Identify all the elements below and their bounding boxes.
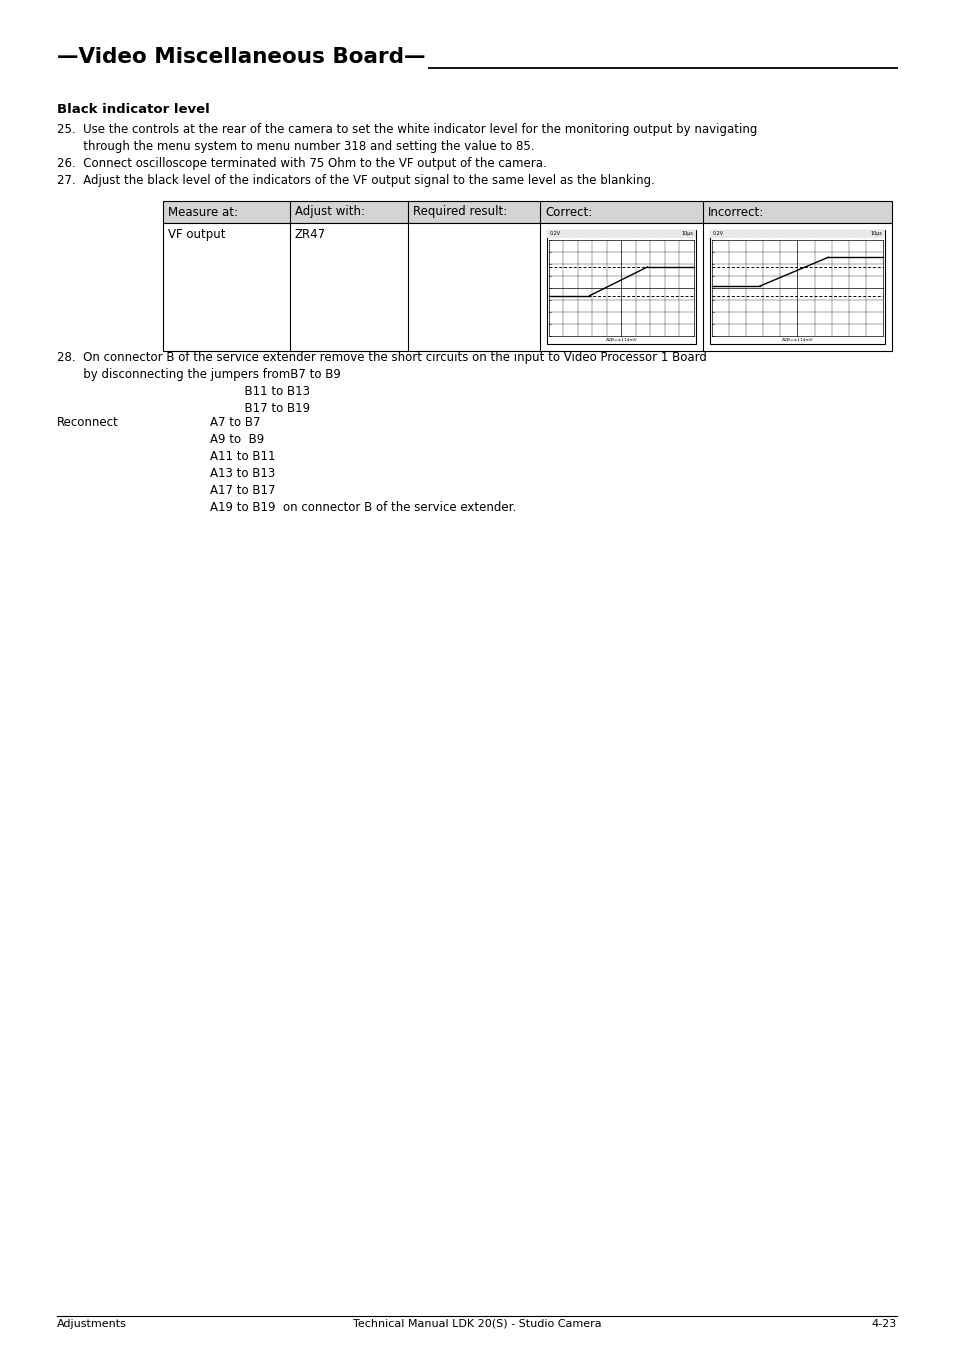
Text: Measure at:: Measure at:: [168, 205, 237, 219]
Text: —Video Miscellaneous Board—: —Video Miscellaneous Board—: [57, 47, 425, 68]
Bar: [548, 240, 693, 336]
Text: ΔVB=±114mV: ΔVB=±114mV: [605, 338, 637, 342]
Text: ΔVB=±114mV: ΔVB=±114mV: [781, 338, 813, 342]
Bar: [163, 201, 891, 223]
Text: B11 to B13: B11 to B13: [57, 385, 310, 399]
Text: by disconnecting the jumpers from​B7 to B9: by disconnecting the jumpers from​B7 to …: [57, 367, 340, 381]
Bar: [709, 230, 884, 238]
Text: A7 to B7: A7 to B7: [210, 416, 260, 430]
Text: VF output: VF output: [168, 228, 225, 240]
Text: Correct:: Correct:: [544, 205, 592, 219]
Text: 4-23: 4-23: [871, 1319, 896, 1329]
Text: A13 to B13: A13 to B13: [210, 467, 275, 480]
Text: 27.  Adjust the black level of the indicators of the VF output signal to the sam: 27. Adjust the black level of the indica…: [57, 174, 654, 186]
Text: Incorrect:: Incorrect:: [707, 205, 763, 219]
Text: 25.  Use the controls at the rear of the camera to set the white indicator level: 25. Use the controls at the rear of the …: [57, 123, 757, 136]
Text: 28.  On connector B of the service extender remove the short circuits on the inp: 28. On connector B of the service extend…: [57, 351, 706, 363]
Text: Required result:: Required result:: [413, 205, 507, 219]
Text: 10μs: 10μs: [869, 231, 882, 236]
Text: Reconnect: Reconnect: [57, 416, 118, 430]
Text: A19 to B19  on connector B of the service extender.: A19 to B19 on connector B of the service…: [210, 501, 516, 513]
Text: 26.  Connect oscilloscope terminated with 75 Ohm to the VF output of the camera.: 26. Connect oscilloscope terminated with…: [57, 157, 546, 170]
Text: A9 to  B9: A9 to B9: [210, 434, 264, 446]
Text: 10μs: 10μs: [680, 231, 692, 236]
Text: 0.2V: 0.2V: [550, 231, 560, 236]
Text: Adjust with:: Adjust with:: [294, 205, 365, 219]
Text: 0.2V: 0.2V: [712, 231, 723, 236]
Bar: [546, 230, 696, 345]
Bar: [709, 230, 884, 345]
Text: A17 to B17: A17 to B17: [210, 484, 275, 497]
Bar: [163, 223, 891, 351]
Text: ZR47: ZR47: [294, 228, 326, 240]
Text: A11 to B11: A11 to B11: [210, 450, 275, 463]
Text: B17 to B19: B17 to B19: [57, 403, 310, 415]
Text: Adjustments: Adjustments: [57, 1319, 127, 1329]
Text: through the menu system to menu number 318 and setting the value to 85.: through the menu system to menu number 3…: [57, 141, 534, 153]
Text: Black indicator level: Black indicator level: [57, 103, 210, 116]
Text: Technical Manual LDK 20(S) - Studio Camera: Technical Manual LDK 20(S) - Studio Came…: [353, 1319, 600, 1329]
Bar: [546, 230, 696, 238]
Bar: [711, 240, 882, 336]
